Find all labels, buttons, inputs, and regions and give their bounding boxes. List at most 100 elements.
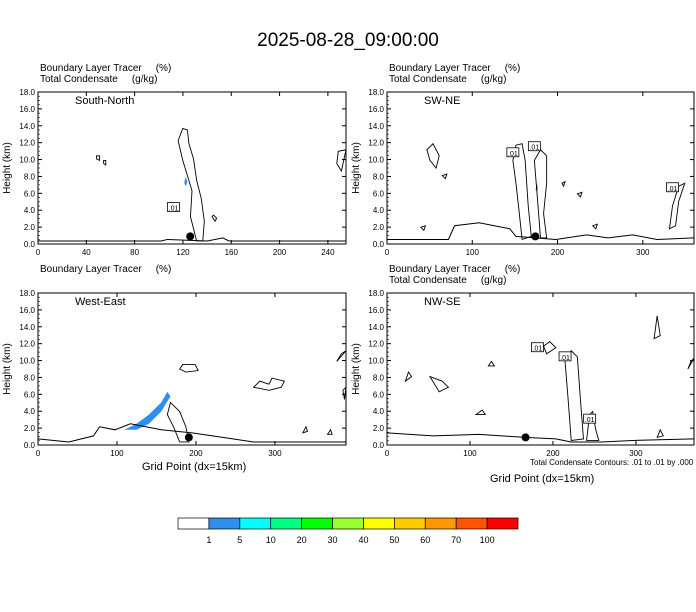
colorbar-tick-label: 100 xyxy=(480,535,495,545)
colorbar-swatch xyxy=(455,517,488,530)
x-tick-label: 300 xyxy=(636,248,650,257)
x-tick-label: 40 xyxy=(82,248,91,257)
panel-1-line1-units: (%) xyxy=(155,63,172,74)
colorbar-tick-label: 5 xyxy=(237,535,242,545)
x-tick-label: 240 xyxy=(321,248,335,257)
y-tick-label: 6.0 xyxy=(24,189,36,198)
condensate-contour xyxy=(252,377,286,391)
panel-title: South-North xyxy=(75,95,134,107)
condensate-contour xyxy=(441,173,448,180)
condensate-contour xyxy=(687,358,695,370)
y-tick-label: 16.0 xyxy=(19,105,35,114)
terrain-contour xyxy=(37,423,346,443)
panel-4: 0.0 2.0 4.0 6.0 8.0 10.0 12.0 14.0 16.0 18.0 0 100 2… xyxy=(351,289,695,458)
colorbar-tick-label: 70 xyxy=(451,535,461,545)
x-tick-label: 200 xyxy=(551,248,565,257)
colorbar-tick-label: 10 xyxy=(266,535,276,545)
panel-title: SW-NE xyxy=(424,95,460,107)
colorbar-swatch xyxy=(394,517,426,530)
panel-3-xlabel: Grid Point (dx=15km) xyxy=(142,461,247,473)
colorbar-swatch xyxy=(301,517,333,530)
y-axis-label: Height (km) xyxy=(351,142,362,194)
condensate-contour xyxy=(211,214,218,223)
panel-4-xlabel: Grid Point (dx=15km) xyxy=(490,473,595,485)
location-marker xyxy=(521,433,530,442)
colorbar-tick-label: 30 xyxy=(328,535,338,545)
condensate-contour xyxy=(656,428,664,439)
panel-2-line2-units: (g/kg) xyxy=(480,74,507,85)
y-tick-label: 18.0 xyxy=(368,289,384,298)
y-tick-label: 10.0 xyxy=(19,156,35,165)
panel-4-header: Boundary Layer Tracer (%) Total Condensat… xyxy=(389,264,520,286)
panel-2: 0.0 2.0 4.0 6.0 8.0 10.0 12.0 14.0 16.0 18.0 0 100 2… xyxy=(351,88,695,257)
colorbar: 1 5 10 20 30 40 50 60 70 100 xyxy=(177,517,519,545)
contour-label: .01 xyxy=(508,151,518,158)
y-tick-label: 2.0 xyxy=(24,223,36,232)
x-tick-label: 80 xyxy=(130,248,139,257)
panel-4-frame xyxy=(386,292,695,446)
y-tick-label: 4.0 xyxy=(373,206,385,215)
contour-label-box xyxy=(506,147,520,158)
condensate-contour xyxy=(512,143,532,241)
condensate-contour xyxy=(404,371,413,383)
panel-1-line2-units: (g/kg) xyxy=(131,74,158,85)
contour-label-box xyxy=(666,182,679,193)
condensate-contour xyxy=(543,341,557,355)
colorbar-swatch xyxy=(208,517,241,530)
x-tick-label: 200 xyxy=(273,248,287,257)
panel-2-header: Boundary Layer Tracer (%) Total Condensat… xyxy=(389,63,520,85)
y-tick-label: 14.0 xyxy=(19,323,35,332)
contour-label-box xyxy=(527,141,541,152)
contour-label-box xyxy=(531,342,544,353)
panel-2-line1: Boundary Layer Tracer xyxy=(389,63,491,74)
x-tick-label: 100 xyxy=(110,449,124,458)
condensate-contour xyxy=(179,363,199,373)
contour-label: .01 xyxy=(169,206,179,213)
y-tick-label: 14.0 xyxy=(368,122,384,131)
y-tick-label: 14.0 xyxy=(368,323,384,332)
y-tick-label: 4.0 xyxy=(24,407,36,416)
y-tick-label: 8.0 xyxy=(373,172,385,181)
colorbar-tick-label: 1 xyxy=(206,535,211,545)
y-tick-label: 2.0 xyxy=(373,223,385,232)
contour-label: .01 xyxy=(668,186,678,193)
panel-1-line1: Boundary Layer Tracer xyxy=(40,63,142,74)
y-tick-label: 8.0 xyxy=(373,373,385,382)
y-tick-label: 10.0 xyxy=(368,156,384,165)
condensate-contour xyxy=(487,360,496,367)
y-tick-label: 2.0 xyxy=(24,424,36,433)
figure-title: 2025-08-28_09:00:00 xyxy=(257,30,439,51)
colorbar-tick-label: 50 xyxy=(389,535,399,545)
contour-label: .01 xyxy=(585,417,595,424)
colorbar-swatch xyxy=(332,517,364,530)
condensate-contour xyxy=(576,191,583,198)
condensate-contour xyxy=(653,315,661,340)
colorbar-swatch xyxy=(363,517,395,530)
condensate-contour xyxy=(336,350,347,362)
contour-label-box xyxy=(167,202,180,212)
x-tick-label: 0 xyxy=(385,248,390,257)
y-tick-label: 6.0 xyxy=(24,390,36,399)
location-marker xyxy=(531,232,540,241)
condensate-contour xyxy=(177,127,205,242)
condensate-contour xyxy=(419,225,427,232)
condensate-contour xyxy=(342,386,347,400)
y-tick-label: 8.0 xyxy=(24,373,36,382)
condensate-contour xyxy=(428,375,450,393)
contour-note: Total Condensate Contours: .01 to .01 by… xyxy=(530,458,694,467)
x-tick-label: 200 xyxy=(546,449,560,458)
tracer-shade xyxy=(184,177,188,187)
y-tick-label: 4.0 xyxy=(24,206,36,215)
condensate-contour xyxy=(103,159,107,166)
panel-4-line1-units: (%) xyxy=(504,264,521,275)
y-tick-label: 18.0 xyxy=(19,88,35,97)
panel-1-line2: Total Condensate xyxy=(40,74,118,85)
contour-label: .01 xyxy=(533,346,543,353)
colorbar-tick-label: 40 xyxy=(358,535,368,545)
y-tick-label: 10.0 xyxy=(19,357,35,366)
tracer-shade xyxy=(124,391,171,430)
panel-3-frame xyxy=(37,292,347,446)
y-tick-label: 12.0 xyxy=(19,340,35,349)
condensate-contour xyxy=(564,350,584,441)
